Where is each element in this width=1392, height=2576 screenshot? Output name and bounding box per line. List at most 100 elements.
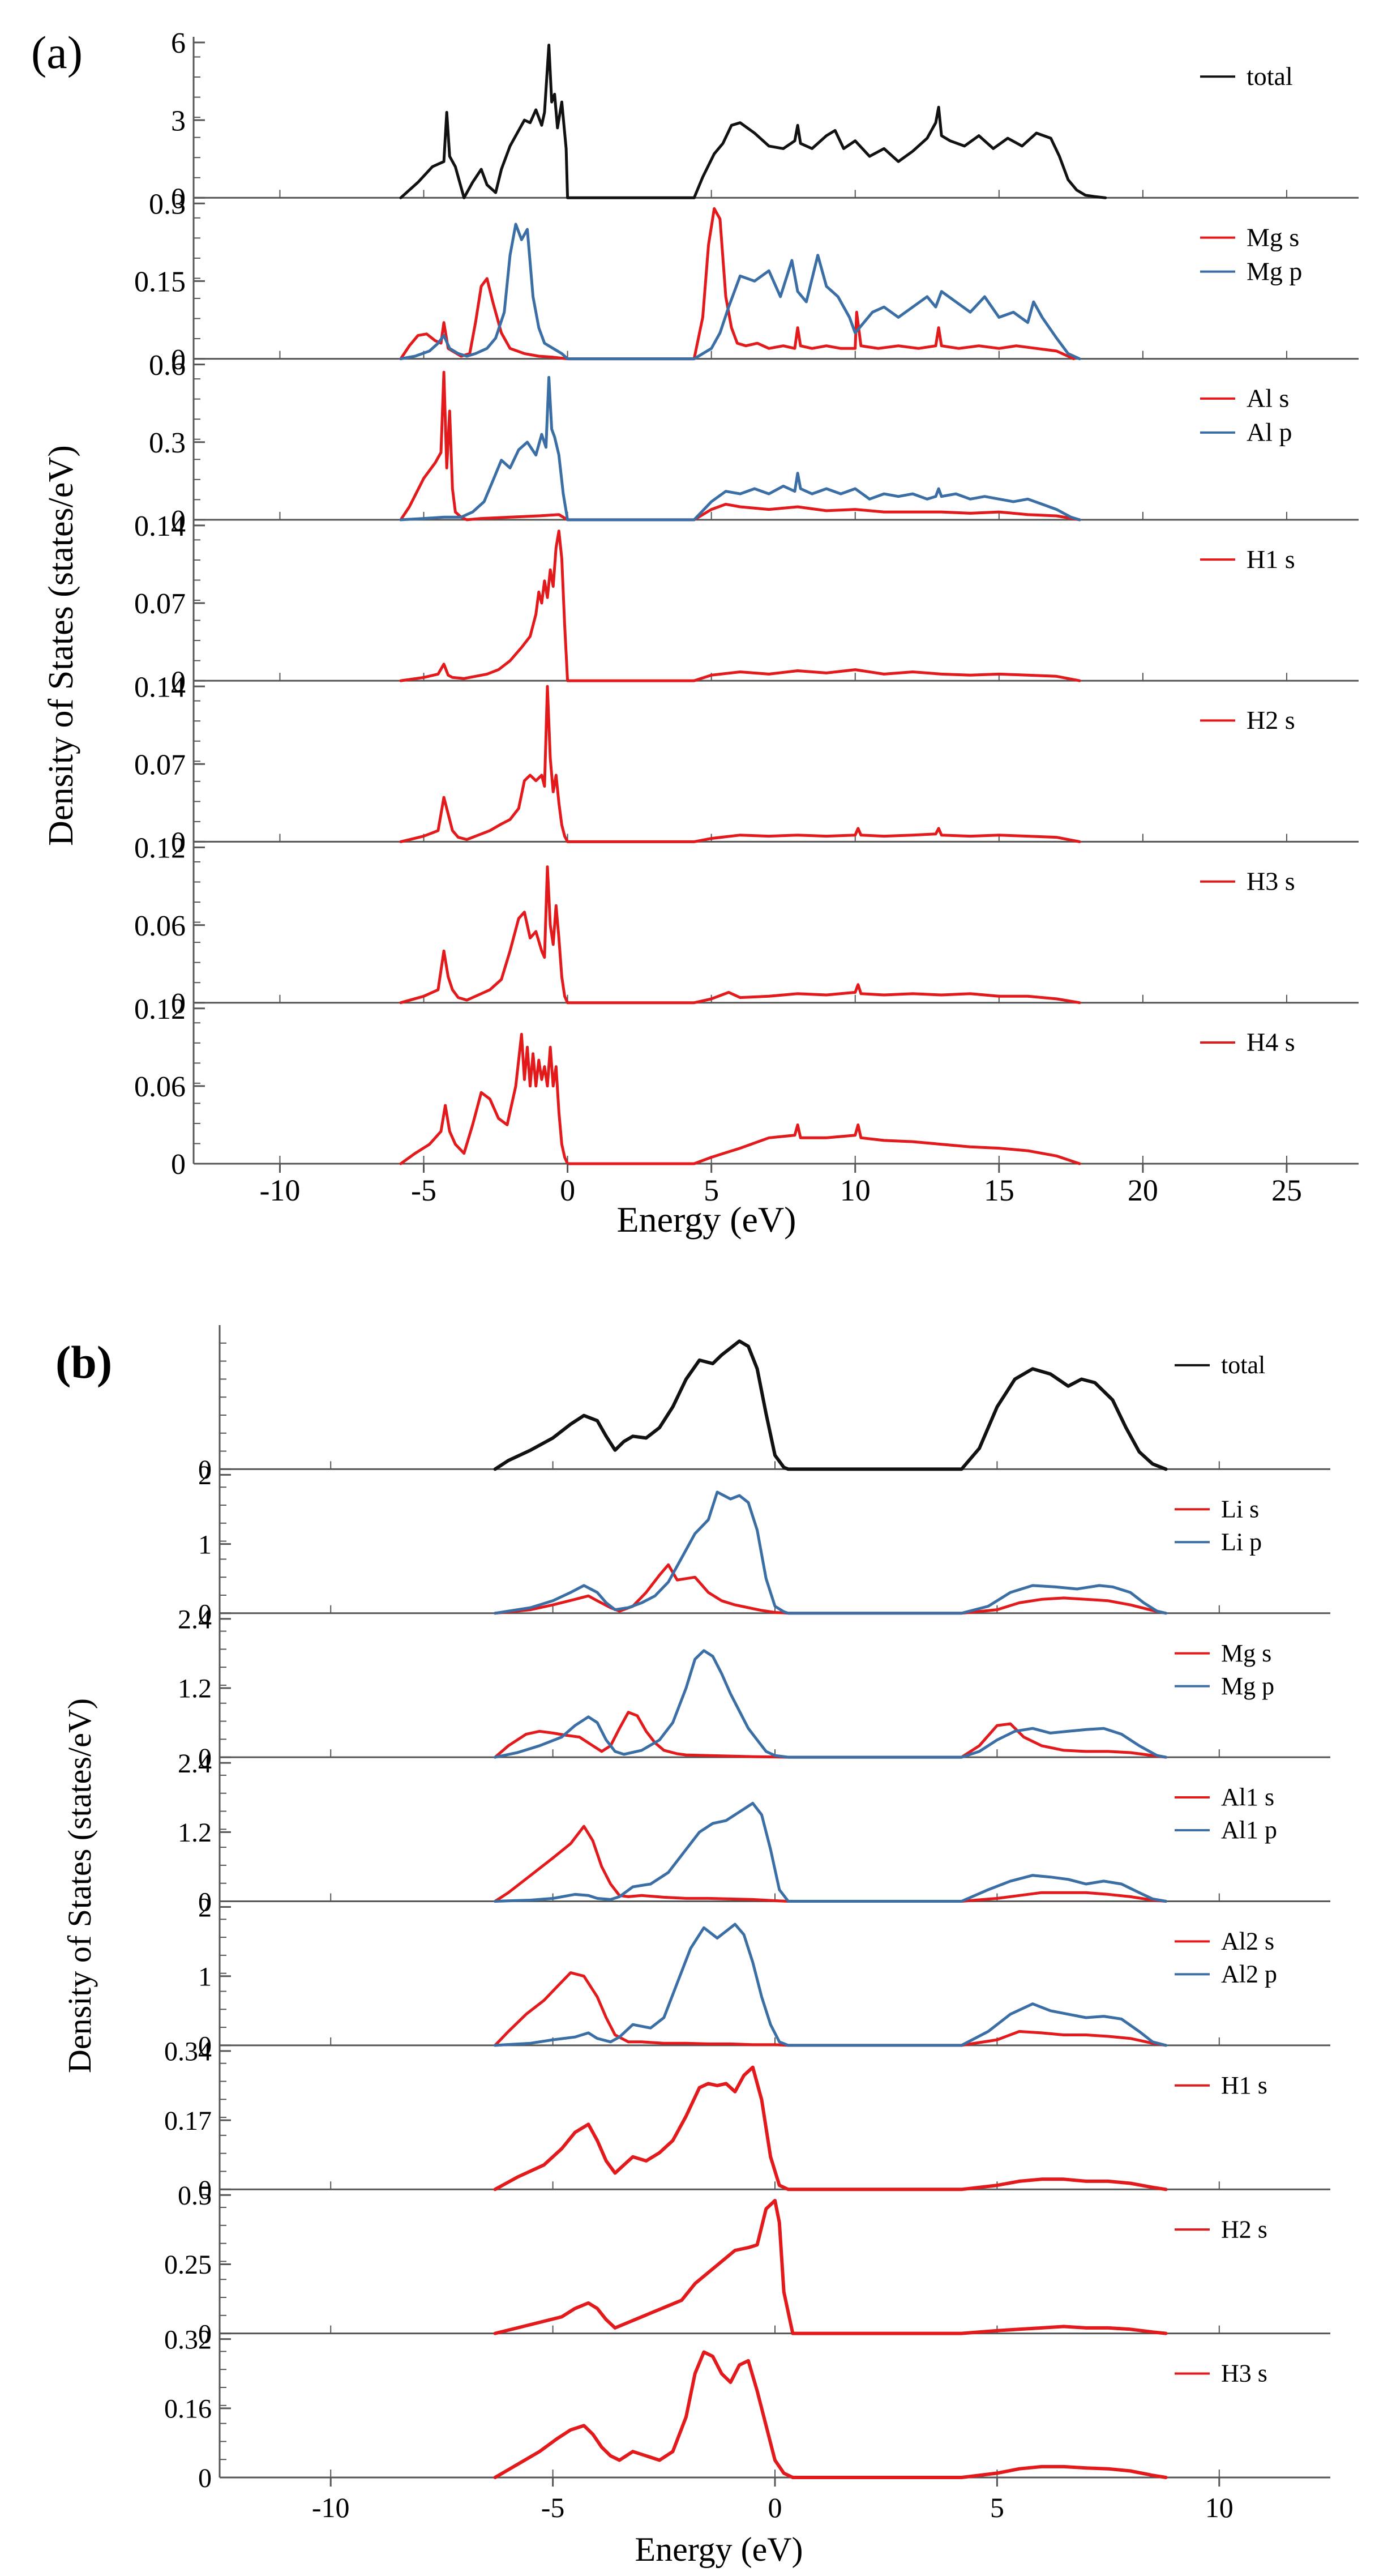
y-tick-label: 0	[171, 344, 186, 376]
panel-b-subplot-1: 0 total	[198, 1339, 1330, 1485]
legend-entry: Mg s	[1247, 223, 1299, 251]
x-tick-label: -10	[312, 2492, 350, 2523]
legend-entry: H4 s	[1247, 1028, 1295, 1057]
y-tick-label: 0	[171, 505, 186, 537]
panel-a-xlabel: Energy (eV)	[617, 1199, 796, 1240]
series-line-total	[493, 1339, 1168, 1471]
panel-b-subplot-6: 0 0.17 0.34 H1 s	[164, 2037, 1330, 2205]
legend-entry: Al2 p	[1221, 1960, 1277, 1988]
panel-a-subplot-4: 0 0.07 0.14 H1 s	[134, 510, 1359, 698]
y-tick-label: 1	[198, 1530, 212, 1560]
series-line-al1-p	[494, 1801, 1168, 1903]
series-line-li-s	[494, 1563, 1168, 1615]
panel-a-subplot-1: 0 3 6 total	[171, 27, 1359, 215]
series-line-mg-s	[399, 207, 1076, 361]
y-tick-label: 2	[198, 1460, 212, 1490]
legend-entry: Al1 s	[1221, 1783, 1274, 1811]
series-line-h3-s	[399, 865, 1081, 1005]
y-tick-label: 0.34	[164, 2037, 212, 2067]
series-line-h4-s	[399, 1032, 1081, 1165]
panel-a: (a) Density of States (states/eV) Energy…	[31, 27, 1359, 1240]
x-tick-label: 10	[840, 1173, 871, 1207]
series-line-h2-s	[493, 2199, 1168, 2335]
panel-b-subplot-5: 0 1 2 Al2 s Al2 p	[198, 1893, 1330, 2061]
legend-entry: H1 s	[1247, 545, 1295, 574]
x-tick-label: 5	[704, 1173, 719, 1207]
panel-b-subplot-7: 0 0.25 0.5 H2 s	[164, 2181, 1330, 2349]
series-line-mg-s	[494, 1711, 1168, 1759]
y-tick-label: 0.32	[164, 2325, 212, 2355]
y-tick-label: 0	[198, 1887, 212, 1917]
series-line-li-p	[494, 1490, 1168, 1615]
y-tick-label: 0	[198, 1743, 212, 1773]
y-tick-label: 0.3	[149, 188, 186, 220]
series-line-al-p	[399, 375, 1081, 522]
panel-b-subplot-8: 0 0.16 0.32 H3 s	[164, 2325, 1330, 2493]
x-tick-label: 25	[1271, 1173, 1302, 1207]
panel-a-ylabel: Density of States (states/eV)	[42, 445, 80, 846]
panel-b-ylabel: Density of States (states/eV)	[61, 1698, 98, 2073]
y-tick-label: 0	[171, 1148, 186, 1181]
y-tick-label: 0.5	[178, 2181, 212, 2211]
y-tick-label: 0.06	[134, 910, 186, 942]
x-tick-label: -5	[541, 2492, 565, 2523]
x-tick-label: 0	[768, 2492, 782, 2523]
y-tick-label: 6	[171, 27, 186, 59]
y-tick-label: 0	[171, 182, 186, 215]
y-tick-label: 0.25	[164, 2250, 212, 2280]
y-tick-label: 1	[198, 1962, 212, 1992]
y-tick-label: 0	[198, 1599, 212, 1629]
series-line-al1-s	[494, 1825, 1168, 1903]
legend-entry: Al2 s	[1221, 1928, 1274, 1955]
y-tick-label: 0	[198, 2031, 212, 2061]
panel-b-xlabel: Energy (eV)	[635, 2531, 803, 2568]
panel-b-plot-area: 0 total 0 1 2 Li s Li p 0 1.2 2.4 Mg s Mg p 0 1.2 2.4 A…	[164, 1325, 1330, 2523]
panel-a-subplot-2: 0 0.15 0.3 Mg s Mg p	[134, 188, 1359, 376]
legend-entry: Mg p	[1221, 1672, 1274, 1700]
legend-entry: Al p	[1247, 418, 1292, 447]
y-tick-label: 3	[171, 105, 186, 137]
panel-a-subplot-7: 0 0.06 0.12 H4 s	[134, 993, 1359, 1181]
legend-entry: Li s	[1221, 1495, 1259, 1523]
x-tick-label: -5	[411, 1173, 436, 1207]
panel-b-label: (b)	[55, 1336, 112, 1388]
x-tick-label: 20	[1128, 1173, 1158, 1207]
legend-entry: H1 s	[1221, 2071, 1267, 2099]
legend-entry: H3 s	[1221, 2360, 1267, 2387]
series-line-h1-s	[493, 2065, 1168, 2191]
series-line-al2-s	[494, 1971, 1168, 2047]
legend-entry: Mg s	[1221, 1639, 1271, 1667]
y-tick-label: 0	[171, 665, 186, 698]
y-tick-label: 0.07	[134, 749, 186, 781]
panel-b-subplot-2: 0 1 2 Li s Li p	[198, 1460, 1330, 1629]
series-line-h3-s	[493, 2350, 1168, 2479]
legend-entry: Mg p	[1247, 257, 1302, 285]
y-tick-label: 0.14	[134, 671, 186, 703]
legend-entry: H3 s	[1247, 866, 1295, 895]
y-tick-label: 0	[198, 2463, 212, 2493]
series-line-al2-p	[494, 1923, 1168, 2047]
panel-b-subplot-3: 0 1.2 2.4 Mg s Mg p	[178, 1605, 1330, 1773]
series-line-h2-s	[399, 685, 1081, 843]
panel-a-subplot-6: 0 0.06 0.12 H3 s	[134, 832, 1359, 1020]
y-tick-label: 2	[198, 1893, 212, 1923]
y-tick-label: 2.4	[178, 1749, 212, 1779]
series-line-mg-p	[494, 1649, 1168, 1759]
y-tick-label: 0	[198, 2319, 212, 2349]
y-tick-label: 0.14	[134, 510, 186, 542]
legend-entry: total	[1247, 62, 1293, 91]
x-tick-label: 0	[560, 1173, 575, 1207]
y-tick-label: 0	[198, 2175, 212, 2205]
y-tick-label: 0.12	[134, 832, 186, 865]
x-tick-label: 10	[1205, 2492, 1233, 2523]
y-tick-label: 0.17	[164, 2106, 212, 2136]
y-tick-label: 0	[171, 827, 186, 859]
legend-entry: Al1 p	[1221, 1816, 1277, 1844]
legend-entry: Li p	[1221, 1528, 1262, 1556]
panel-b: (b) Density of States (states/eV) Energy…	[55, 1325, 1330, 2568]
legend-entry: H2 s	[1247, 706, 1295, 734]
panel-a-label: (a)	[31, 27, 83, 78]
series-line-total	[399, 44, 1107, 199]
y-tick-label: 0.16	[164, 2394, 212, 2424]
panel-b-subplot-4: 0 1.2 2.4 Al1 s Al1 p	[178, 1749, 1330, 1917]
